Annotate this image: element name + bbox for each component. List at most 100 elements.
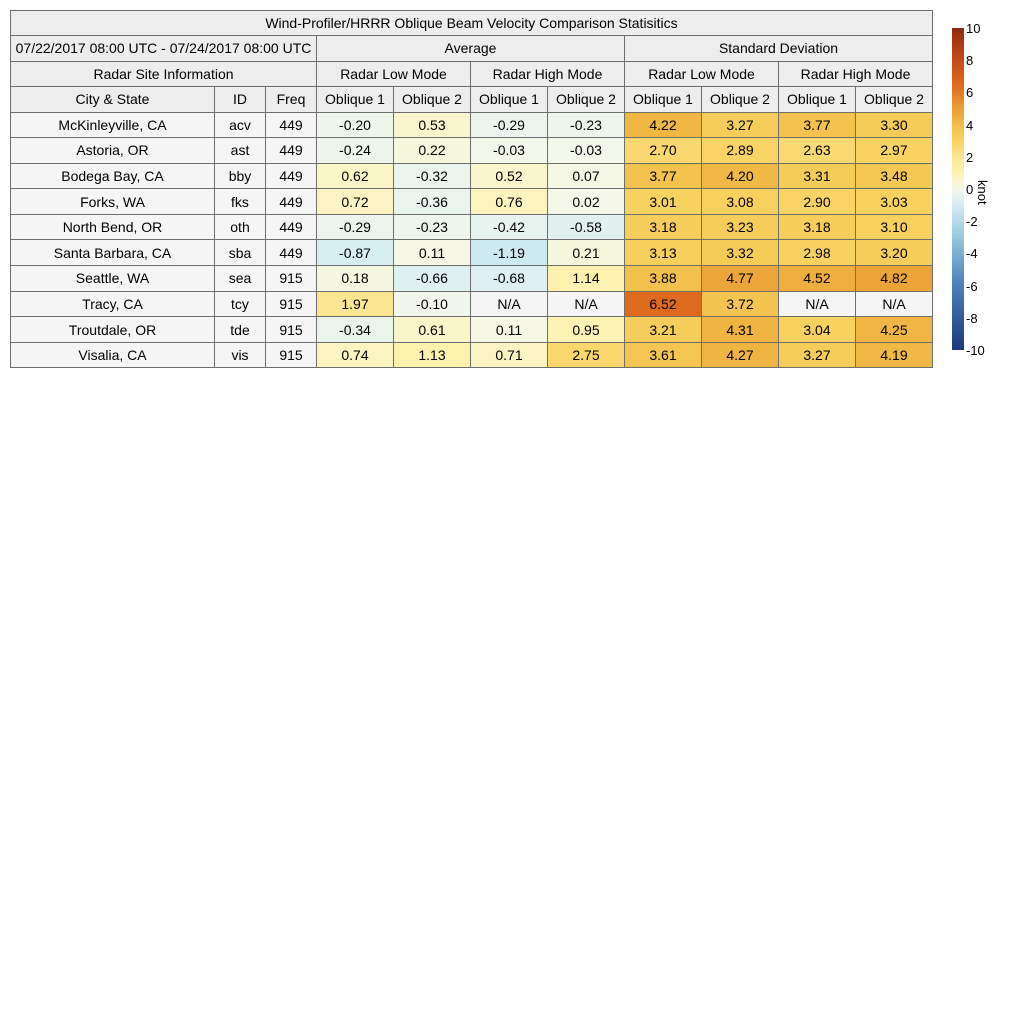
colorbar-tick-label: 4 [966, 117, 974, 133]
site-freq-cell: 449 [265, 239, 317, 267]
site-id-cell: vis [214, 341, 266, 369]
col-header-avg-low-oblique1: Oblique 1 [316, 86, 394, 113]
col-header-std-low-oblique2: Oblique 2 [701, 86, 779, 113]
value-cell: 0.95 [547, 316, 625, 343]
site-freq-cell: 915 [265, 290, 317, 318]
value-cell: 3.03 [855, 188, 933, 215]
colorbar-tick-label: 8 [966, 53, 974, 69]
table-row: North Bend, OR oth 449 -0.29 -0.23 -0.42 -0.58… [10, 213, 933, 241]
value-cell: 3.31 [778, 162, 856, 190]
value-cell: 2.98 [778, 239, 856, 267]
value-cell: 0.74 [316, 341, 394, 369]
table-title: Wind-Profiler/HRRR Oblique Beam Velocity… [10, 10, 933, 36]
site-city-cell: Bodega Bay, CA [10, 162, 215, 190]
site-city-cell: McKinleyville, CA [10, 111, 215, 139]
value-cell: 0.52 [470, 162, 548, 190]
value-cell: -0.24 [316, 137, 394, 164]
avg-high-mode-header: Radar High Mode [470, 60, 625, 87]
value-cell: 4.82 [855, 265, 933, 292]
value-cell: 3.77 [778, 111, 856, 139]
value-cell: 3.77 [624, 162, 702, 190]
value-cell: 3.88 [624, 265, 702, 292]
site-id-cell: bby [214, 162, 266, 190]
site-info-header: Radar Site Information [10, 60, 317, 87]
value-cell: -0.29 [470, 111, 548, 139]
value-cell: 3.08 [701, 188, 779, 215]
site-freq-cell: 915 [265, 316, 317, 343]
value-cell: 0.02 [547, 188, 625, 215]
site-freq-cell: 449 [265, 188, 317, 215]
col-header-std-high-oblique1: Oblique 1 [778, 86, 856, 113]
col-header-id: ID [214, 86, 266, 113]
value-cell: 4.22 [624, 111, 702, 139]
value-cell: -0.10 [393, 290, 471, 318]
value-cell: 0.71 [470, 341, 548, 369]
value-cell: 4.25 [855, 316, 933, 343]
table-row: Santa Barbara, CA sba 449 -0.87 0.11 -1.19 0.2… [10, 239, 933, 267]
value-cell: 3.13 [624, 239, 702, 267]
site-id-cell: sba [214, 239, 266, 267]
value-cell: 3.27 [701, 111, 779, 139]
value-cell: -0.03 [470, 137, 548, 164]
site-city-cell: Santa Barbara, CA [10, 239, 215, 267]
colorbar-tick-label: -4 [966, 246, 978, 262]
site-id-cell: tde [214, 316, 266, 343]
value-cell: -0.87 [316, 239, 394, 267]
col-header-std-high-oblique2: Oblique 2 [855, 86, 933, 113]
value-cell: -0.23 [393, 213, 471, 241]
value-cell: 2.70 [624, 137, 702, 164]
avg-low-mode-header: Radar Low Mode [316, 60, 471, 87]
col-header-std-low-oblique1: Oblique 1 [624, 86, 702, 113]
site-city-cell: Visalia, CA [10, 341, 215, 369]
site-id-cell: fks [214, 188, 266, 215]
value-cell: 2.97 [855, 137, 933, 164]
value-cell: -0.42 [470, 213, 548, 241]
value-cell: 4.20 [701, 162, 779, 190]
table-row: Bodega Bay, CA bby 449 0.62 -0.32 0.52 0.07 3.7… [10, 162, 933, 190]
colorbar-tick-label: -8 [966, 310, 978, 326]
table-row: Troutdale, OR tde 915 -0.34 0.61 0.11 0.95 3.21… [10, 316, 933, 343]
value-cell: 2.89 [701, 137, 779, 164]
value-cell: 4.77 [701, 265, 779, 292]
colorbar-tick-label: 2 [966, 149, 974, 165]
site-freq-cell: 915 [265, 341, 317, 369]
value-cell: 3.01 [624, 188, 702, 215]
value-cell: -0.32 [393, 162, 471, 190]
value-cell: 0.62 [316, 162, 394, 190]
value-cell: 6.52 [624, 290, 702, 318]
value-cell: 0.18 [316, 265, 394, 292]
col-header-avg-low-oblique2: Oblique 2 [393, 86, 471, 113]
value-cell: 2.63 [778, 137, 856, 164]
value-cell: 1.97 [316, 290, 394, 318]
value-cell: 0.21 [547, 239, 625, 267]
value-cell: -0.20 [316, 111, 394, 139]
site-city-cell: Seattle, WA [10, 265, 215, 292]
site-id-cell: sea [214, 265, 266, 292]
std-high-mode-header: Radar High Mode [778, 60, 933, 87]
colorbar-tick-label: 0 [966, 182, 974, 197]
value-cell: 0.22 [393, 137, 471, 164]
value-cell: N/A [855, 290, 933, 318]
value-cell: 2.75 [547, 341, 625, 369]
value-cell: 1.14 [547, 265, 625, 292]
site-freq-cell: 449 [265, 213, 317, 241]
colorbar-tick-label: -2 [966, 214, 978, 230]
value-cell: 0.07 [547, 162, 625, 190]
site-city-cell: Tracy, CA [10, 290, 215, 318]
site-id-cell: ast [214, 137, 266, 164]
table-row: Astoria, OR ast 449 -0.24 0.22 -0.03 -0.03 2.70… [10, 137, 933, 164]
value-cell: 3.20 [855, 239, 933, 267]
col-header-avg-high-oblique1: Oblique 1 [470, 86, 548, 113]
value-cell: 3.04 [778, 316, 856, 343]
value-cell: 3.21 [624, 316, 702, 343]
site-freq-cell: 915 [265, 265, 317, 292]
value-cell: 3.23 [701, 213, 779, 241]
average-group-header: Average [316, 35, 625, 62]
value-cell: 4.52 [778, 265, 856, 292]
value-cell: N/A [778, 290, 856, 318]
colorbar [952, 28, 964, 350]
colorbar-tick-label: -10 [966, 343, 985, 358]
value-cell: 3.10 [855, 213, 933, 241]
site-id-cell: tcy [214, 290, 266, 318]
table-row: Tracy, CA tcy 915 1.97 -0.10 N/A N/A 6.52 3.72 N/… [10, 290, 933, 318]
